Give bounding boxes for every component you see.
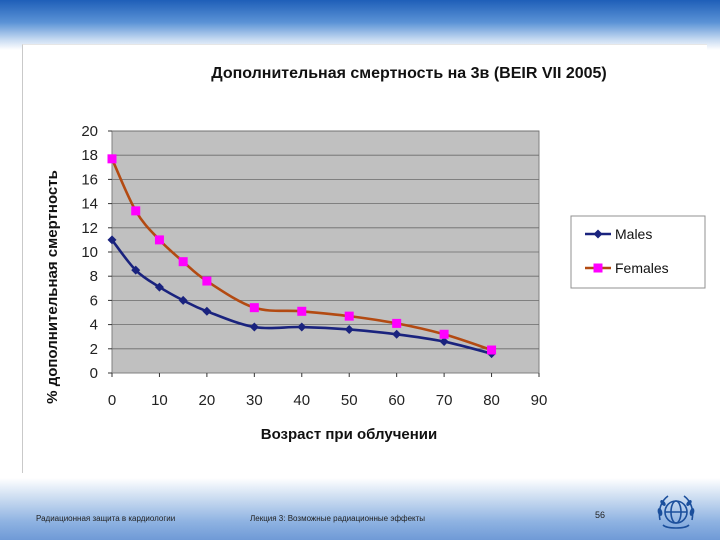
females-data-point (297, 306, 307, 316)
x-tick-label: 0 (108, 392, 116, 409)
males-data-point (202, 306, 212, 316)
x-axis-title: Возраст при облучении (261, 426, 438, 443)
males-data-point (107, 235, 117, 245)
females-data-point (392, 318, 402, 328)
y-tick-label: 18 (81, 147, 98, 164)
males-data-point (392, 329, 402, 339)
y-tick-label: 16 (81, 171, 98, 188)
x-tick-label: 50 (341, 392, 358, 409)
x-tick-label: 30 (246, 392, 263, 409)
males-data-point (131, 265, 141, 275)
chart: Дополнительная смертность на 3в (BEIR VI… (44, 65, 706, 443)
males-data-point (344, 324, 354, 334)
males-data-point (178, 295, 188, 305)
x-tick-label: 70 (436, 392, 453, 409)
males-legend-label: Males (615, 226, 652, 242)
x-tick-label: 10 (151, 392, 168, 409)
x-tick-label: 60 (388, 392, 405, 409)
females-data-point (202, 276, 212, 286)
y-tick-label: 0 (90, 365, 98, 382)
y-axis-title: % дополнительная смертность (44, 170, 61, 404)
y-tick-label: 4 (90, 317, 98, 334)
x-tick-label: 40 (293, 392, 310, 409)
y-tick-label: 10 (81, 244, 98, 261)
x-tick-label: 90 (531, 392, 548, 409)
females-data-point (131, 206, 141, 216)
females-data-point (107, 154, 117, 164)
y-tick-label: 2 (90, 341, 98, 358)
y-tick-label: 20 (81, 123, 98, 140)
males-data-point (249, 322, 259, 332)
page-number: 56 (595, 510, 606, 520)
top-decorative-band (0, 0, 720, 50)
females-legend-marker (593, 263, 603, 273)
males-legend-marker (593, 229, 603, 239)
bottom-decorative-band (0, 478, 720, 540)
y-tick-label: 8 (90, 268, 98, 285)
females-data-point (178, 257, 188, 267)
males-data-point (297, 322, 307, 332)
y-tick-label: 12 (81, 220, 98, 237)
females-data-point (249, 303, 259, 313)
females-data-point (487, 345, 497, 355)
x-tick-label: 20 (199, 392, 216, 409)
females-data-point (154, 235, 164, 245)
footer-course-title: Радиационная защита в кардиологии (36, 514, 176, 523)
males-data-point (154, 282, 164, 292)
legend-box (570, 215, 706, 289)
x-tick-label: 80 (483, 392, 500, 409)
y-tick-label: 6 (90, 292, 98, 309)
males-data-point (439, 337, 449, 347)
y-tick-label: 14 (81, 196, 98, 213)
females-data-point (344, 311, 354, 321)
chart-title: Дополнительная смертность на 3в (BEIR VI… (211, 65, 607, 82)
females-data-point (439, 329, 449, 339)
chart-area: Дополнительная смертность на 3в (BEIR VI… (22, 44, 707, 473)
footer-lecture-title: Лекция 3: Возможные радиационные эффекты (250, 514, 426, 523)
females-legend-label: Females (615, 260, 669, 276)
un-emblem-icon (657, 495, 695, 529)
